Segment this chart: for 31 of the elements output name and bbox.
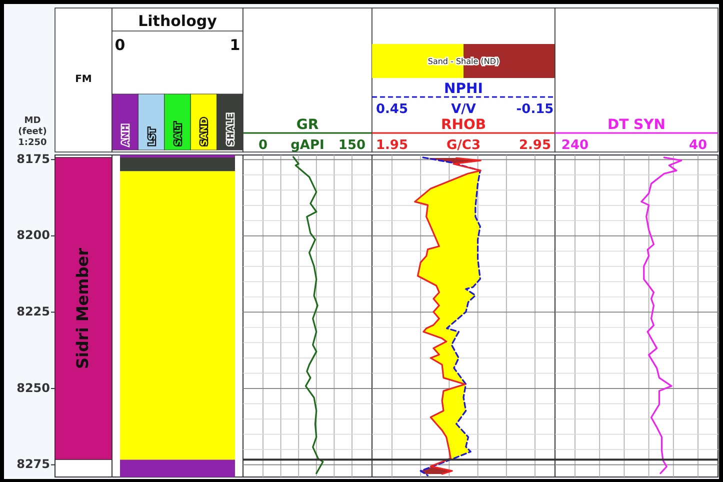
text: SHALE bbox=[226, 113, 236, 146]
x-tick-label: 150 bbox=[338, 138, 366, 153]
x2-axis-title: V/V bbox=[451, 102, 476, 117]
text: SAND bbox=[200, 118, 210, 146]
text: NPHI bbox=[444, 81, 483, 97]
series-label: DT SYN bbox=[608, 117, 666, 133]
x-tick-label: 2.95 bbox=[518, 138, 552, 153]
y-tick-label: 8200 bbox=[16, 228, 50, 242]
legend-label: SALT bbox=[174, 121, 184, 146]
x-tick-label: 1.95 bbox=[376, 138, 408, 153]
chart-title: Lithology bbox=[138, 12, 218, 30]
x-tick-label: 1 bbox=[230, 36, 240, 54]
y-tick-label: 8175 bbox=[16, 152, 50, 166]
y-tick-label: 8250 bbox=[16, 380, 50, 395]
y-tick-label: 8225 bbox=[16, 304, 50, 318]
series-label: GR bbox=[296, 117, 319, 133]
text: ANH bbox=[122, 124, 132, 146]
y-tick-label: 8275 bbox=[16, 457, 50, 472]
legend-label: LST bbox=[148, 126, 158, 146]
x-tick-label: 0 bbox=[258, 138, 268, 153]
x-tick-label: 0 bbox=[114, 36, 126, 54]
chart-title: FM bbox=[75, 74, 92, 85]
y-axis-title: MD (feet) 1:250 bbox=[18, 116, 47, 148]
x-axis-title: G/C3 bbox=[446, 138, 481, 153]
x-axis-title: gAPI bbox=[290, 138, 324, 153]
x-tick-label: 240 bbox=[561, 138, 589, 153]
text: RHOB bbox=[440, 117, 486, 133]
x2-tick-label: 0.45 bbox=[376, 102, 408, 117]
x-tick-label: Sidri Member bbox=[72, 248, 92, 370]
x-tick-label: 40 bbox=[688, 138, 708, 153]
x2-tick-label: -0.15 bbox=[516, 102, 554, 117]
